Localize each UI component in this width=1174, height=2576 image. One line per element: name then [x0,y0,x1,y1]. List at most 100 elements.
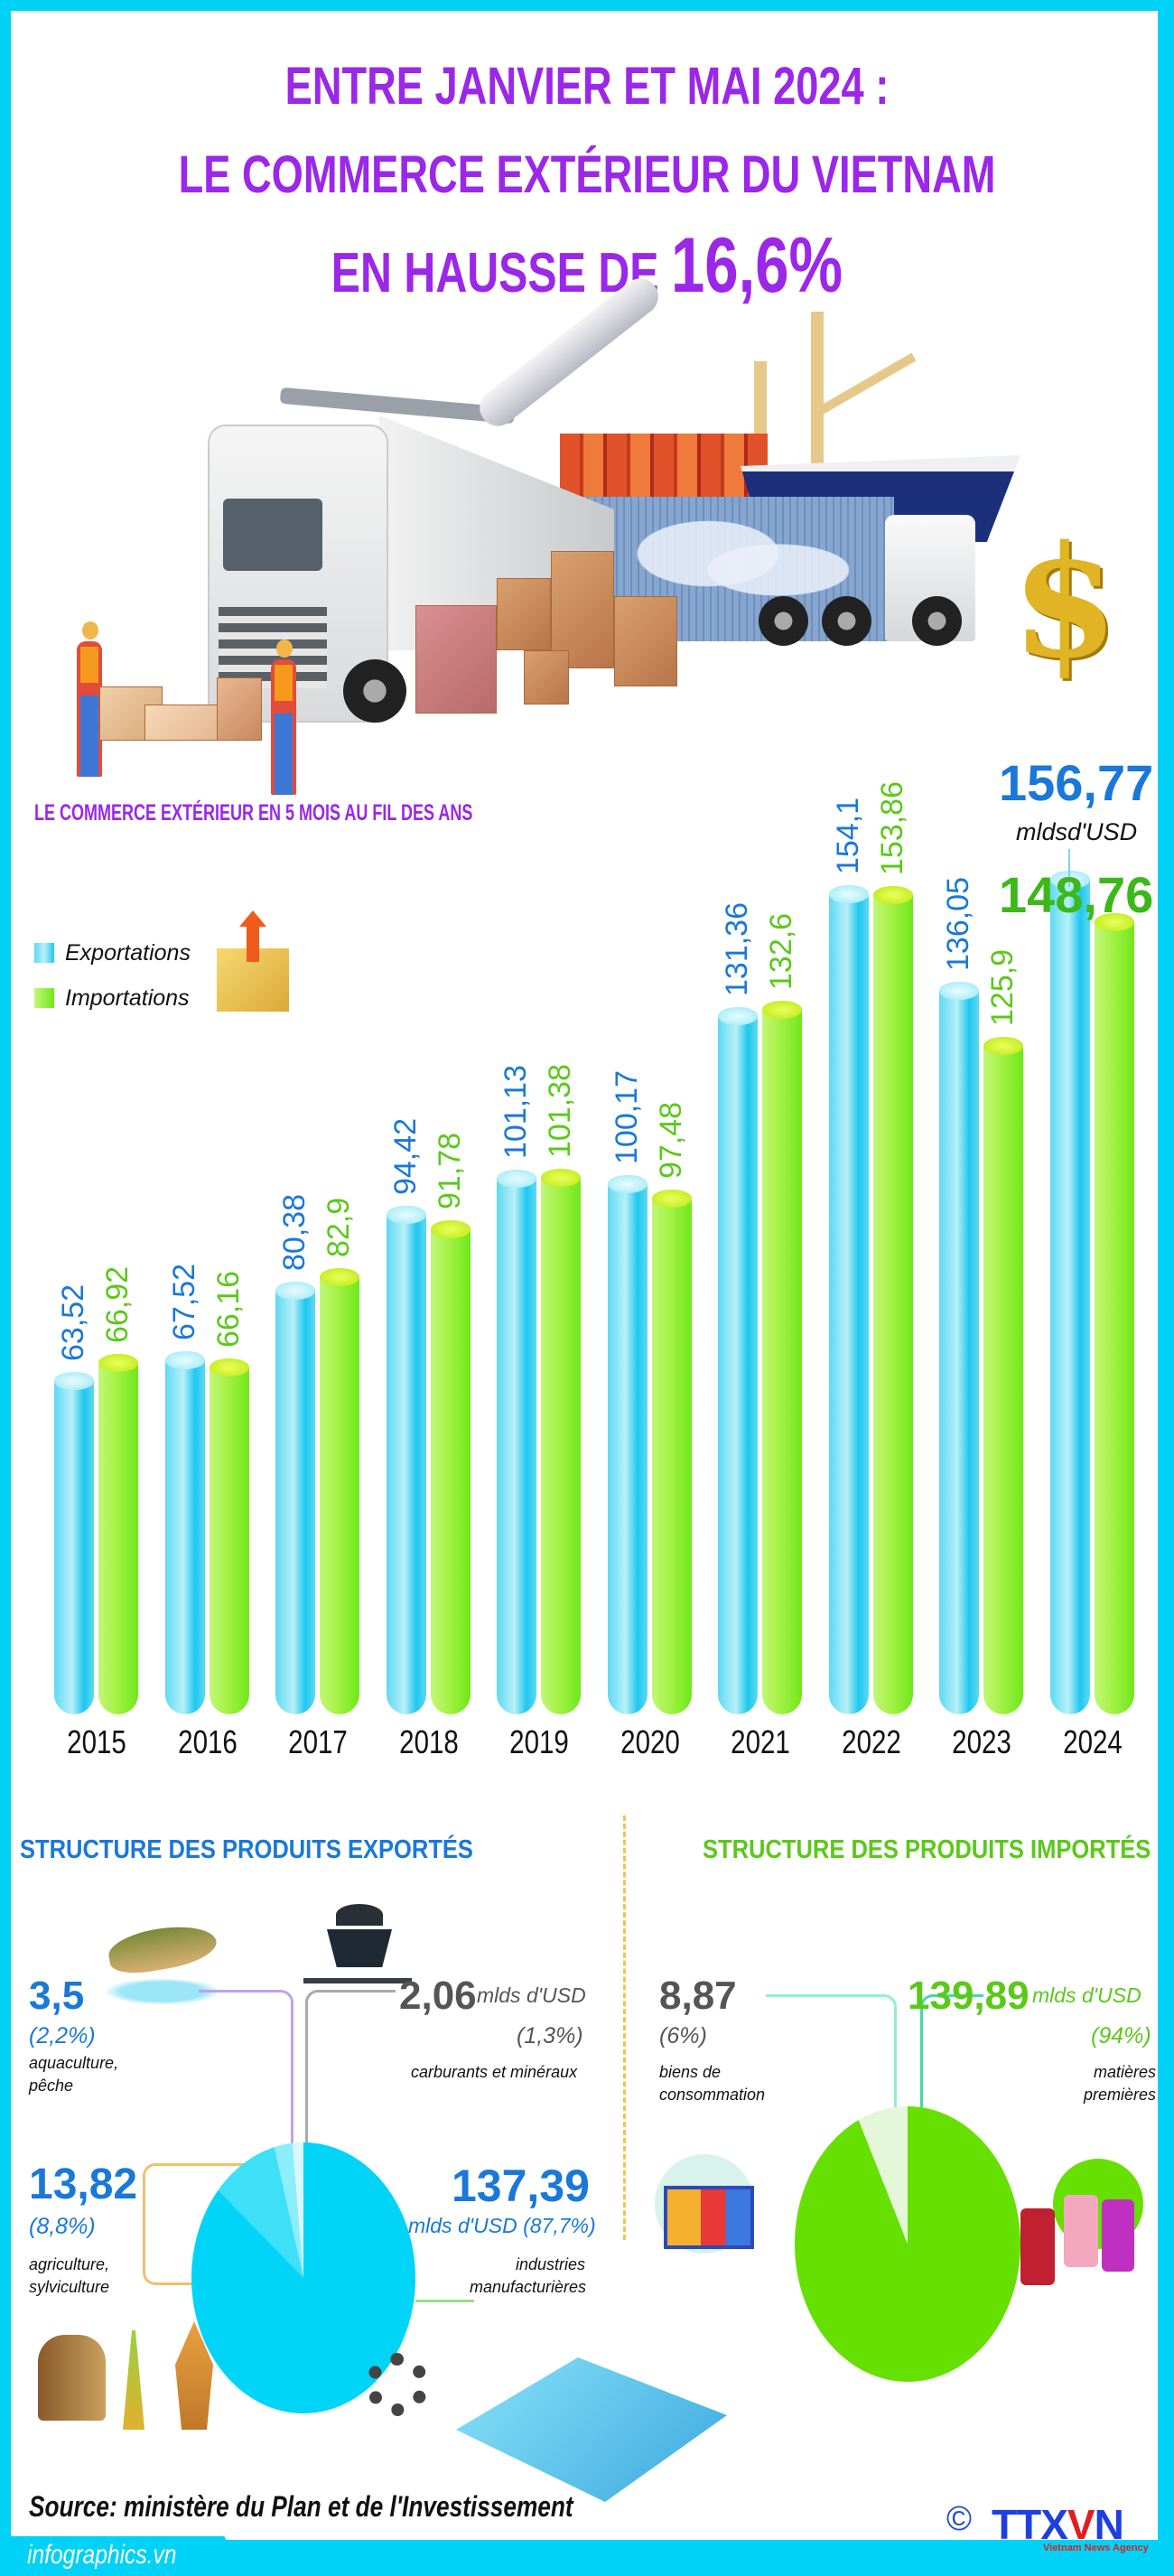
bar-cap [872,885,913,904]
import-value-label-2022: 153,86 [874,780,909,875]
x-axis-label-2019: 2019 [509,1723,569,1760]
import-unit-matieres: mlds d'USD [1032,1983,1141,2007]
connector-biens-consommation [766,1994,897,2148]
headline-prefix: EN HAUSSE DE [331,242,672,304]
bar-cap [98,1354,138,1373]
export-value-label-2018: 94,42 [387,1118,423,1196]
shopping-cart-basket-icon [664,2186,754,2249]
import-value-label-2023: 125,9 [985,948,1020,1026]
copyright-icon: © [946,2500,972,2538]
x-axis-label-2024: 2024 [1062,1723,1123,1760]
site-tab-background [0,2536,244,2576]
export-box-icon [203,910,303,1012]
import-bar-2016 [209,1358,249,1714]
cardboard-box-icon [497,578,551,650]
export-value-label-2020: 100,17 [609,1069,644,1164]
wheel-icon [822,596,871,646]
worker-icon [77,621,102,777]
bar-cap [983,1036,1023,1055]
import-bar-2015 [98,1354,138,1714]
bar-cap [762,1000,802,1019]
export-value-carburants: 2,06 [399,1974,477,2018]
connector-industries [415,2300,474,2302]
thread-spool-purple-icon [1102,2199,1134,2272]
import-value-label-2016: 66,16 [210,1270,246,1348]
headline-line-1: ENTRE JANVIER ET MAI 2024 : [284,57,890,116]
bar-cap [607,1174,648,1193]
source-credit: Source: ministère du Plan et de l'Invest… [29,2490,573,2523]
export-value-label-2017: 80,38 [277,1193,312,1271]
import-value-consommation: 8,87 [659,1974,737,2018]
export-bar-2020 [607,1174,648,1714]
export-bar-2024 [1049,870,1090,1714]
site-link[interactable]: infographics.vn [27,2540,177,2570]
export-bar-2021 [718,1007,758,1714]
chart-legend: Exportations Importations [34,930,191,1021]
export-value-label-2023: 136,05 [941,877,975,972]
logistics-illustration [54,271,1120,795]
x-axis-label-2017: 2017 [288,1723,348,1760]
logo-subtitle: Vietnam News Agency [1043,2543,1149,2553]
wheel-icon [343,659,406,723]
import-bar-2021 [762,1000,802,1714]
export-unit-carburants: mlds d'USD [477,1983,586,2007]
export-bar-2023 [939,982,979,1714]
x-axis-label-2022: 2022 [841,1723,901,1760]
rail-track-icon [303,1978,412,1983]
export-value-label-2019: 101,13 [498,1065,533,1160]
bar-cap [386,1206,426,1225]
ttxvn-logo: TTXVN [992,2501,1124,2548]
legend-swatch-import [34,988,54,1008]
import-bar-2023 [983,1036,1023,1714]
import-pct-matieres: (94%) [1091,2023,1151,2049]
import-bar-2018 [430,1219,471,1714]
bar-cap [651,1190,692,1209]
x-axis-label-2015: 2015 [67,1723,126,1760]
imports-structure-title: STRUCTURE DES PRODUITS IMPORTÉS [703,1835,1151,1864]
import-value-label-2015: 66,92 [100,1266,135,1344]
export-bar-2018 [386,1206,426,1714]
export-bar-2022 [828,884,869,1714]
imports-pie-chart [795,2106,1020,2382]
export-bar-2016 [164,1350,205,1714]
bar-cap [718,1007,758,1026]
bar-cap [939,982,979,1001]
x-axis-label-2020: 2020 [620,1723,680,1760]
export-bar-2019 [497,1170,536,1714]
legend-label-export: Exportations [65,939,191,966]
wheel-icon [912,596,962,646]
export-bar-2017 [275,1281,315,1714]
export-value-aquaculture: 3,5 [29,1974,85,2018]
thread-spool-red-icon [1020,2208,1055,2285]
export-pct-agriculture: (8,8%) [29,2214,96,2239]
bar-cap [497,1170,536,1189]
bar-cap [164,1350,205,1369]
export-cat-agriculture: agriculture, sylviculture [29,2255,110,2297]
legend-item-importations: Importations [34,975,191,1021]
import-pct-consommation: (6%) [659,2023,707,2049]
legend-label-import: Importations [65,985,190,1011]
export-value-label-2016: 67,52 [166,1263,201,1340]
import-cat-consommation: biens de consommation [659,2063,766,2105]
chart-title: LE COMMERCE EXTÉRIEUR EN 5 MOIS AU FIL D… [34,800,473,826]
port-crane-icon [817,352,917,415]
legend-swatch-export [34,943,54,963]
export-value-label-2015: 63,52 [56,1284,90,1362]
export-cat-carburants: carburants et minéraux [411,2063,578,2081]
export-cat-aquaculture: aquaculture, pêche [29,2054,119,2095]
import-bar-2019 [541,1168,581,1714]
bar-cap [275,1281,315,1300]
export-pct-carburants: (1,3%) [517,2023,583,2049]
export-value-industries: 137,39 [452,2161,590,2211]
export-value-label-2021: 131,36 [720,902,754,997]
dollar-sign-icon: $ [1011,512,1119,693]
import-value-label-2021: 132,6 [764,912,798,990]
cardboard-box-icon [415,605,497,714]
import-value-label-2019: 101,38 [543,1063,577,1158]
x-axis-label-2018: 2018 [398,1723,459,1760]
port-crane-icon [811,312,824,492]
x-axis-label-2016: 2016 [177,1723,238,1760]
tree-stump-icon [38,2335,106,2421]
export-value-label-2022: 154,1 [830,797,865,874]
bar-cap [828,884,869,903]
